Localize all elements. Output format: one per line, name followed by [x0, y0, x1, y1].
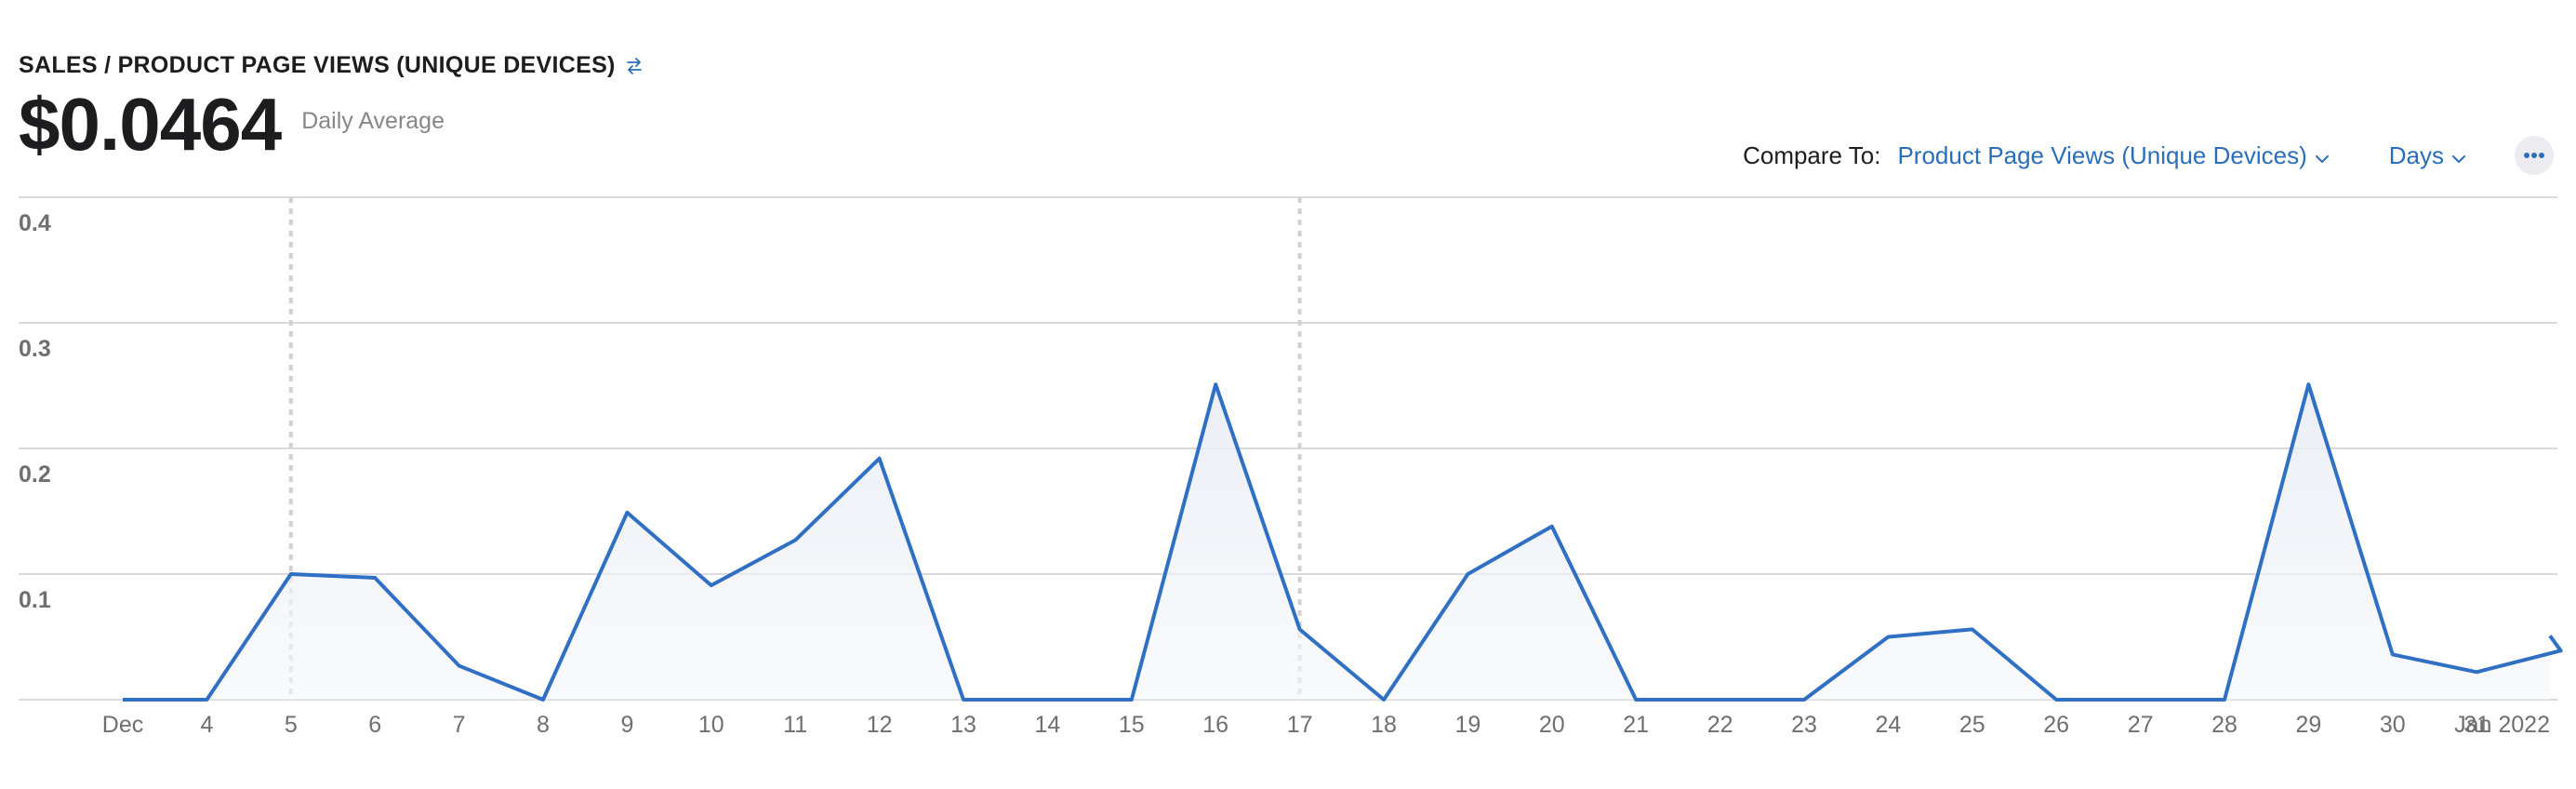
data-point-31[interactable] — [2472, 667, 2481, 676]
y-tick-label: 0.3 — [19, 336, 51, 362]
chevron-down-icon — [2451, 141, 2466, 170]
x-tick-label: 30 — [2380, 712, 2406, 738]
x-tick-label: 26 — [2043, 712, 2069, 738]
data-point-24[interactable] — [1883, 633, 1892, 642]
metric-summary: $0.0464 Daily Average — [19, 87, 445, 162]
data-point-15[interactable] — [1127, 695, 1136, 704]
x-tick-label: 8 — [537, 712, 550, 738]
x-tick-label: 11 — [783, 712, 807, 738]
area-fill — [123, 384, 2561, 700]
granularity-dropdown[interactable]: Days — [2389, 141, 2466, 170]
data-point-4[interactable] — [202, 695, 211, 704]
data-point-17[interactable] — [1295, 624, 1305, 634]
data-point-30[interactable] — [2388, 649, 2397, 659]
x-tick-label: 18 — [1371, 712, 1397, 738]
compare-to-label: Compare To: — [1743, 140, 1881, 169]
x-tick-label: 25 — [1959, 712, 1985, 738]
metric-header: SALES / PRODUCT PAGE VIEWS (UNIQUE DEVIC… — [19, 52, 644, 79]
x-tick-label: 20 — [1539, 712, 1565, 738]
compare-to-value: Product Page Views (Unique Devices) — [1897, 140, 2307, 169]
x-tick-label: 15 — [1119, 712, 1145, 738]
x-tick-label: 22 — [1707, 712, 1733, 738]
data-point-27[interactable] — [2136, 695, 2145, 704]
granularity-value: Days — [2388, 140, 2444, 169]
x-tick-label: 13 — [950, 712, 976, 738]
x-tick-label: 5 — [285, 712, 298, 738]
compare-to-dropdown[interactable]: Product Page Views (Unique Devices) — [1897, 141, 2329, 170]
y-tick-label: 0.1 — [19, 587, 51, 613]
x-tick-label: Dec — [102, 712, 143, 738]
x-tick-label: 14 — [1034, 712, 1060, 738]
x-tick-label: 21 — [1623, 712, 1649, 738]
data-point-10[interactable] — [707, 581, 716, 590]
y-tick-label: 0.2 — [19, 461, 51, 488]
ellipsis-icon — [2524, 153, 2544, 158]
daily-average-value: $0.0464 — [19, 83, 282, 166]
x-tick-label: 9 — [620, 712, 633, 738]
data-point-16[interactable] — [1211, 380, 1220, 389]
x-tick-label: Jan 2022 — [2454, 712, 2550, 738]
data-point-23[interactable] — [1799, 695, 1809, 704]
y-tick-label: 0.4 — [19, 210, 51, 236]
series-line — [123, 382, 2563, 702]
x-tick-label: 23 — [1791, 712, 1817, 738]
data-point-20[interactable] — [1547, 522, 1557, 531]
data-point-8[interactable] — [538, 695, 548, 704]
x-tick-label: 28 — [2211, 712, 2237, 738]
data-point-19[interactable] — [1463, 569, 1472, 579]
data-point-5[interactable] — [286, 569, 296, 579]
data-point-14[interactable] — [1042, 695, 1052, 704]
x-tick-label: 29 — [2295, 712, 2321, 738]
x-tick-label: 19 — [1454, 712, 1481, 738]
data-point-22[interactable] — [1716, 695, 1725, 704]
data-point-7[interactable] — [455, 662, 464, 671]
data-point-6[interactable] — [370, 573, 379, 582]
swap-arrows-icon[interactable] — [625, 57, 644, 75]
daily-average-label: Daily Average — [301, 108, 445, 134]
data-point-25[interactable] — [1968, 624, 1977, 634]
x-tick-label: 31 — [2463, 712, 2490, 738]
data-point-28[interactable] — [2220, 695, 2229, 704]
x-tick-label: 27 — [2128, 712, 2154, 738]
data-point-26[interactable] — [2052, 695, 2061, 704]
x-tick-label: 12 — [867, 712, 893, 738]
data-point-11[interactable] — [790, 536, 800, 545]
data-point-21[interactable] — [1631, 695, 1640, 704]
data-point-18[interactable] — [1379, 695, 1388, 704]
x-tick-label: 10 — [698, 712, 724, 738]
chevron-down-icon — [2315, 141, 2330, 170]
data-point-12[interactable] — [875, 454, 884, 463]
data-point-13[interactable] — [959, 695, 968, 704]
x-tick-label: 16 — [1202, 712, 1228, 738]
x-tick-label: 6 — [368, 712, 381, 738]
data-point-jan-2022[interactable] — [2556, 646, 2566, 655]
data-point-dec[interactable] — [118, 695, 127, 704]
data-point-9[interactable] — [622, 508, 631, 517]
metric-title: SALES / PRODUCT PAGE VIEWS (UNIQUE DEVIC… — [19, 52, 616, 78]
data-point-29[interactable] — [2304, 380, 2313, 389]
x-tick-label: 4 — [200, 712, 213, 738]
more-options-button[interactable] — [2515, 136, 2554, 175]
x-tick-label: 17 — [1287, 712, 1313, 738]
x-tick-label: 7 — [453, 712, 466, 738]
x-tick-label: 24 — [1875, 712, 1901, 738]
chart-controls: Compare To: Product Page Views (Unique D… — [1743, 136, 2554, 175]
